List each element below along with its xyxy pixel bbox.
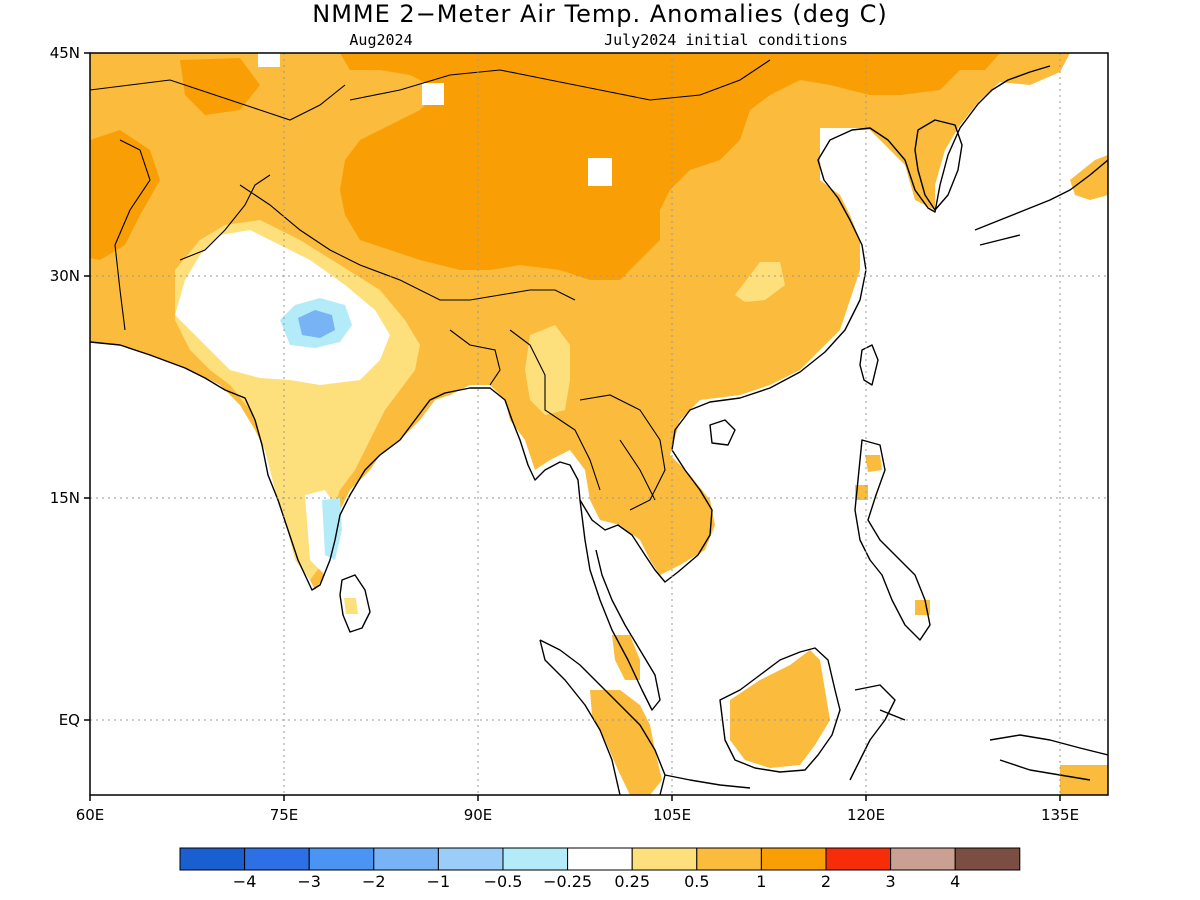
- coastline-hainan: [709, 419, 736, 446]
- colorbar-swatch: [890, 847, 956, 871]
- colorbar-label: 0.25: [614, 872, 650, 891]
- coastline-sumatra: [539, 639, 666, 795]
- colorbar-label: −0.5: [484, 872, 523, 891]
- anomaly-patch-japan: [1070, 155, 1108, 200]
- x-tick-label: 135E: [1041, 806, 1079, 824]
- coastline-borneo: [719, 647, 841, 773]
- anomaly-patch-newguinea: [1060, 765, 1108, 795]
- coastlines: [90, 65, 1108, 795]
- anomaly-region-strong-tibet-china: [340, 53, 1000, 280]
- figure-title: NMME 2−Meter Air Temp. Anomalies (deg C): [312, 0, 887, 28]
- coastline-sulawesi: [849, 684, 906, 781]
- anomaly-region-cool-ghats: [322, 498, 342, 560]
- colorbar-label: −3: [297, 872, 321, 891]
- coastline-mainland-south-asia: [90, 65, 1051, 591]
- colorbar-label: −4: [233, 872, 257, 891]
- colorbar-label: 2: [821, 872, 831, 891]
- blank-cell: [588, 158, 612, 186]
- forecast-month-label: Aug2024: [349, 31, 412, 49]
- blank-cell: [258, 53, 280, 67]
- colorbar: −4 −3 −2 −1 −0.5 −0.25 0.25 0.5 1 2 3 4: [179, 847, 1021, 891]
- x-axis-labels: 60E 75E 90E 105E 120E 135E: [76, 806, 1079, 824]
- anomaly-patch-borneo: [730, 650, 830, 768]
- anomaly-patch-srilanka: [344, 598, 358, 614]
- coastline-taiwan: [859, 344, 879, 386]
- colorbar-swatch: [567, 847, 633, 871]
- border-myanmar: [509, 329, 601, 491]
- border-central-asia: [90, 79, 346, 121]
- border-indochina: [579, 394, 666, 511]
- map-panel: [90, 53, 1108, 795]
- country-borders: [90, 59, 771, 511]
- colorbar-swatch: [308, 847, 375, 871]
- y-tick-label: 15N: [50, 489, 80, 507]
- anomaly-region-cooler-india: [298, 310, 335, 338]
- anomaly-region-light-myanmar: [525, 325, 570, 415]
- coastline-japan: [974, 159, 1108, 246]
- y-tick-label: EQ: [59, 711, 80, 729]
- colorbar-label: −0.25: [543, 872, 592, 891]
- blank-cell: [422, 83, 444, 105]
- colorbar-label: −1: [427, 872, 451, 891]
- colorbar-swatch: [825, 847, 892, 871]
- anomaly-patch-sumatra: [590, 690, 662, 795]
- y-axis-labels: 45N 30N 15N EQ: [50, 44, 80, 729]
- x-tick-label: 60E: [76, 806, 105, 824]
- coastline-philippines: [854, 439, 931, 641]
- border-pakistan-india: [179, 174, 271, 261]
- coastline-new-guinea: [989, 734, 1108, 781]
- colorbar-swatch: [760, 847, 827, 871]
- plot-frame: [89, 52, 1109, 796]
- border-china-mongolia: [349, 59, 771, 101]
- coastline-malay-peninsula: [579, 499, 661, 711]
- initial-conditions-label: July2024 initial conditions: [604, 31, 848, 49]
- colorbar-swatch: [954, 847, 1021, 871]
- coastline-korea: [914, 119, 963, 211]
- colorbar-label: 4: [950, 872, 960, 891]
- border-bangladesh: [449, 329, 501, 386]
- anomaly-shading: [90, 53, 1108, 795]
- colorbar-swatch: [696, 847, 762, 871]
- tick-marks: [84, 52, 1061, 801]
- x-tick-label: 90E: [464, 806, 493, 824]
- colorbar-swatch: [502, 847, 569, 871]
- colorbar-label: 0.5: [684, 872, 709, 891]
- colorbar-swatch: [373, 847, 439, 871]
- y-tick-label: 45N: [50, 44, 80, 62]
- colorbar-swatch: [244, 847, 310, 871]
- anomaly-region-neutral-nwindia: [175, 230, 390, 385]
- border-himalaya: [239, 184, 576, 301]
- anomaly-region-strong-centralasia: [180, 58, 260, 115]
- anomaly-region-light-china: [735, 262, 785, 302]
- y-tick-label: 30N: [50, 267, 80, 285]
- colorbar-label: 1: [756, 872, 766, 891]
- graticule: [90, 53, 1108, 795]
- colorbar-label: 3: [886, 872, 896, 891]
- colorbar-swatch: [179, 847, 246, 871]
- colorbar-label: −2: [362, 872, 386, 891]
- border-iran-afghan: [114, 139, 151, 331]
- coastline-java: [664, 774, 751, 789]
- x-tick-label: 105E: [653, 806, 691, 824]
- colorbar-swatch: [437, 847, 504, 871]
- x-tick-label: 75E: [270, 806, 299, 824]
- coastline-sri-lanka: [339, 574, 371, 633]
- x-tick-label: 120E: [847, 806, 885, 824]
- colorbar-swatch: [631, 847, 698, 871]
- anomaly-region-strong-iran: [90, 130, 160, 260]
